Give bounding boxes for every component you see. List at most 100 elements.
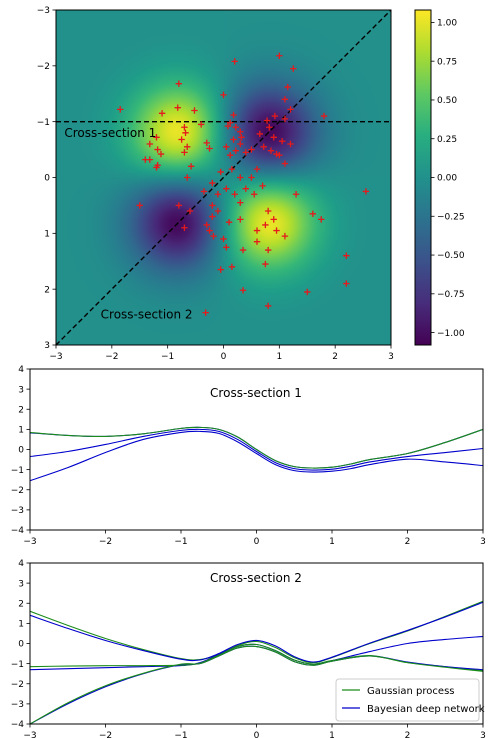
heatmap-x-ticks: −3 −2 −1 0 1 2 3 xyxy=(49,345,394,362)
sample-point xyxy=(184,174,191,181)
cross-section-2-y-tick-label: −4 xyxy=(11,720,25,730)
sample-point xyxy=(256,130,263,138)
sample-point xyxy=(264,246,272,254)
cross-section-2-title: Cross-section 2 xyxy=(210,571,302,585)
legend-box xyxy=(335,678,480,722)
sample-point xyxy=(267,147,275,154)
sample-point xyxy=(237,174,244,181)
cross-section-2-x-tick-label: 2 xyxy=(405,731,411,738)
sample-point xyxy=(154,146,161,153)
sample-point xyxy=(270,134,277,141)
heatmap-y-ticks: −3 −2 −1 0 1 2 3 xyxy=(37,6,56,351)
cross-section-2-x-tick-label: −2 xyxy=(99,731,112,738)
sample-point xyxy=(318,216,325,223)
sample-point xyxy=(278,138,286,145)
sample-point xyxy=(273,150,280,158)
sample-point xyxy=(217,266,224,273)
colorbar-tick-label: 0.25 xyxy=(437,135,457,145)
cross-section-2-y-tick-label: 0 xyxy=(18,640,24,650)
cross-section-1-x-tick-label: −1 xyxy=(174,537,187,547)
cross-section-1-x-tick-label: 1 xyxy=(329,537,335,547)
cross-section-2-x-tick-label: 1 xyxy=(329,731,335,738)
sample-point xyxy=(117,106,124,113)
sample-point xyxy=(266,124,273,131)
sample-point xyxy=(276,52,283,59)
sample-point xyxy=(242,185,250,192)
sample-point xyxy=(220,235,227,243)
sample-point xyxy=(281,96,289,103)
legend-label-bayesian-deep-network: Bayesian deep network xyxy=(367,704,485,715)
sample-point xyxy=(237,140,244,148)
cross-section-line-2 xyxy=(56,10,391,345)
sample-point xyxy=(273,227,280,234)
sample-point xyxy=(187,163,195,170)
sample-point xyxy=(237,199,244,206)
legend: Gaussian process Bayesian deep network xyxy=(335,678,485,722)
cross-section-2-x-tick-label: −3 xyxy=(23,731,36,738)
heatmap-y-tick-label: 0 xyxy=(44,174,50,184)
cross-section-2-panel: Cross-section 2 −3 −2 −1 0 1 2 3 43210−1−2−3−4… xyxy=(11,559,486,738)
sample-point xyxy=(181,149,188,156)
cross-section-2-y-tick-label: 2 xyxy=(18,599,24,609)
sample-point xyxy=(223,185,230,192)
cross-section-1-y-tick-label: −3 xyxy=(11,506,24,516)
cross-section-1-y-tick-label: 2 xyxy=(18,405,24,415)
sample-point xyxy=(270,216,277,223)
sample-point xyxy=(203,221,210,229)
cross-section-2-x-tick-label: 0 xyxy=(254,731,260,738)
sample-point xyxy=(284,83,291,91)
cross-section-1-y-tick-label: −2 xyxy=(11,486,24,496)
sample-point xyxy=(174,104,181,111)
sample-point xyxy=(237,216,244,223)
cross-section-1-series-line-3 xyxy=(30,430,483,482)
cross-section-1-y-ticks: 4 3 2 1 0 −1 −2 −3 −4 xyxy=(11,365,30,536)
sample-point xyxy=(259,182,266,190)
sample-point xyxy=(264,302,272,310)
cross-section-1-x-tick-label: 0 xyxy=(254,537,260,547)
sample-point xyxy=(175,80,183,87)
cross-section-1-x-ticks: −3 −2 −1 0 1 2 3 xyxy=(23,530,486,547)
sample-point xyxy=(209,202,216,209)
cross-section-1-annotation: Cross-section 1 xyxy=(64,126,156,140)
cross-section-2-y-tick-label: −1 xyxy=(11,660,24,670)
colorbar: 1.00 0.75 0.50 0.25 0.00 −0.25 −0.50 −0.75 −1.00 xyxy=(414,9,465,346)
sample-point xyxy=(320,112,328,120)
sample-point xyxy=(242,149,250,156)
sample-point xyxy=(227,119,234,126)
cross-section-1-y-tick-label: 3 xyxy=(18,385,24,395)
cross-section-2-y-ticks: 4 3 2 1 0 −1 −2 −3 −4 xyxy=(11,559,30,730)
heatmap-y-tick-label: 1 xyxy=(44,230,50,240)
heatmap-panel: Cross-section 1 Cross-section 2 −3 −2 −1 0 1… xyxy=(37,6,394,362)
sample-point xyxy=(231,191,238,198)
sample-point xyxy=(209,179,216,187)
sample-point xyxy=(262,221,269,229)
colorbar-tick-label: 0.00 xyxy=(437,174,457,184)
sample-point xyxy=(158,110,166,117)
cross-section-2-annotation: Cross-section 2 xyxy=(101,307,193,321)
sample-point xyxy=(210,232,217,240)
sample-point xyxy=(251,191,258,198)
cross-section-1-series-line-2 xyxy=(30,428,483,471)
sample-point xyxy=(276,151,283,159)
heatmap-y-tick-label: −3 xyxy=(37,6,50,16)
sample-point xyxy=(230,111,237,119)
sample-point xyxy=(271,112,279,120)
sample-point xyxy=(175,202,183,209)
heatmap-x-tick-label: 2 xyxy=(332,352,338,362)
sample-point xyxy=(186,207,194,215)
sample-point xyxy=(224,122,232,130)
heatmap-y-tick-label: −2 xyxy=(37,62,50,72)
sample-point xyxy=(223,244,230,251)
cross-section-2-x-ticks: −3 −2 −1 0 1 2 3 xyxy=(23,724,486,738)
sample-point xyxy=(281,160,289,167)
sample-point xyxy=(206,145,213,152)
sample-point xyxy=(228,263,236,271)
sample-point xyxy=(227,151,234,159)
heatmap-x-tick-label: 0 xyxy=(221,352,227,362)
cross-section-2-y-tick-label: −3 xyxy=(11,700,24,710)
sample-point xyxy=(304,288,311,296)
heatmap-x-tick-label: −1 xyxy=(161,352,174,362)
cross-section-1-y-tick-label: 4 xyxy=(18,365,24,375)
cross-section-1-series xyxy=(30,426,483,482)
